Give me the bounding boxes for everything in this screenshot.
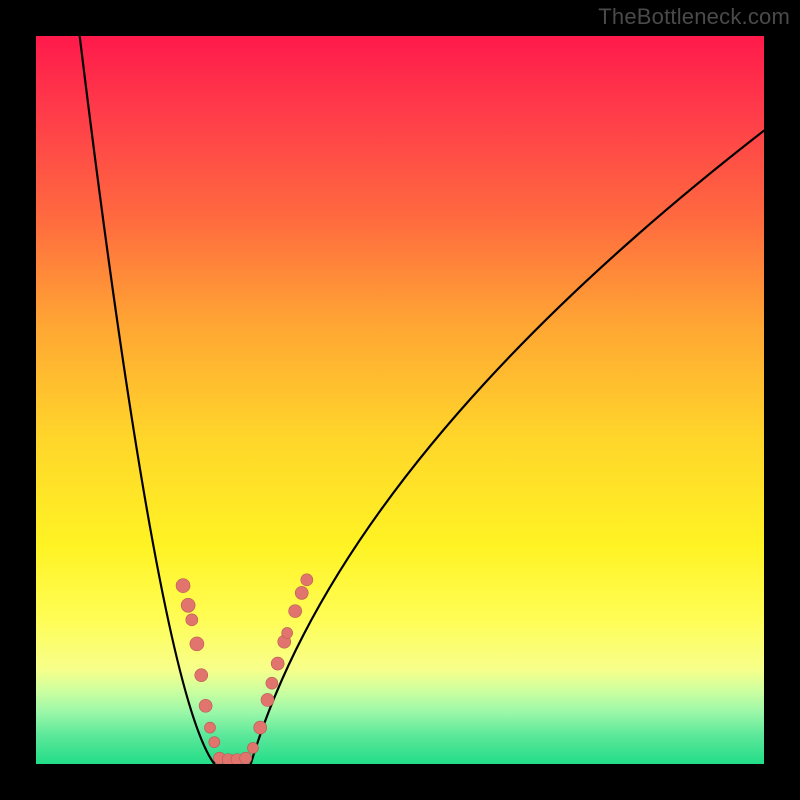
data-dot <box>195 669 208 682</box>
data-dot <box>186 614 198 626</box>
data-dot <box>181 598 195 612</box>
data-dot <box>261 693 274 706</box>
watermark-text: TheBottleneck.com <box>598 4 790 30</box>
data-dot <box>204 722 215 733</box>
data-dot <box>254 721 267 734</box>
chart-container: TheBottleneck.com <box>0 0 800 800</box>
data-dot <box>199 699 212 712</box>
data-dot <box>190 637 204 651</box>
gradient-background <box>36 36 764 764</box>
bottleneck-curve-chart <box>36 36 764 764</box>
data-dot <box>282 627 293 638</box>
data-dot <box>295 586 308 599</box>
data-dot <box>289 605 302 618</box>
data-dot <box>247 742 258 753</box>
data-dot <box>240 752 252 764</box>
data-dot <box>301 574 313 586</box>
data-dot <box>266 677 278 689</box>
data-dot <box>176 579 190 593</box>
data-dot <box>271 657 284 670</box>
data-dot <box>209 737 220 748</box>
